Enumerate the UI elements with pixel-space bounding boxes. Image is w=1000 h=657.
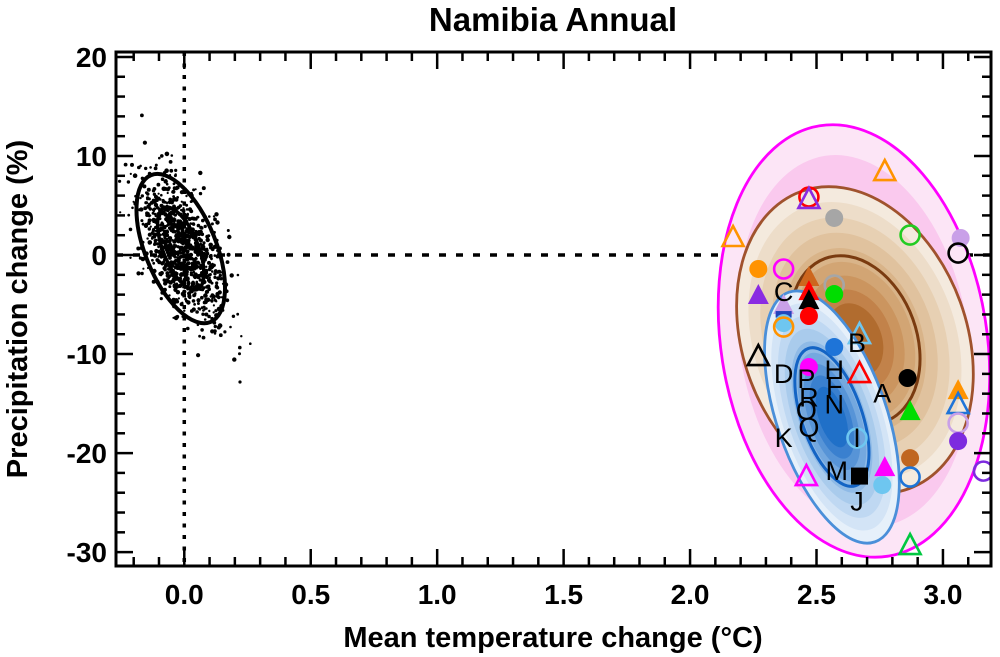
x-tick-label: 2.0	[671, 579, 710, 610]
chart-title: Namibia Annual	[429, 1, 677, 38]
marker-circle	[901, 449, 920, 468]
marker-circle	[873, 476, 892, 495]
x-tick-label: 0.0	[165, 579, 204, 610]
letter-A: A	[873, 379, 891, 409]
marker-triangle	[874, 456, 896, 477]
marker-circle	[749, 259, 768, 278]
x-tick-label: 1.5	[544, 579, 583, 610]
letter-F: F	[826, 372, 843, 402]
marker-circle-open	[772, 316, 795, 338]
marker-circle-open	[972, 460, 991, 482]
marker-circle	[825, 208, 844, 227]
marker-circle-open	[846, 427, 868, 449]
letter-C: C	[774, 277, 794, 307]
marker-triangle-open	[872, 157, 898, 182]
letter-O: O	[796, 396, 817, 426]
marker-circle-open	[947, 242, 969, 264]
x-tick-label: 1.0	[418, 579, 457, 610]
letter-Q: Q	[798, 412, 819, 442]
marker-triangle-open	[793, 462, 820, 487]
marker-circle	[799, 358, 818, 377]
letter-D: D	[774, 359, 794, 389]
marker-triangle-open	[846, 320, 873, 345]
marker-triangle-open	[846, 359, 873, 384]
x-axis-label: Mean temperature change (°C)	[343, 622, 762, 654]
y-tick-label: -20	[67, 438, 107, 469]
marker-square	[850, 467, 868, 485]
marker-triangle	[798, 266, 820, 287]
letter-R: R	[799, 383, 819, 413]
marker-triangle-open	[897, 531, 923, 556]
marker-triangle-open	[720, 223, 746, 248]
letter-B: B	[848, 328, 866, 358]
letter-P: P	[797, 364, 815, 394]
y-tick-label: -10	[67, 339, 107, 370]
y-tick-label: -30	[67, 537, 107, 568]
marker-circle-open	[772, 258, 795, 280]
letter-J: J	[850, 487, 864, 517]
marker-circle	[898, 369, 917, 388]
axes-layer: 0.0 0.5 1.0 1.5 2.0 2.5 3.0 20 10 0 -10 -20 -30	[67, 42, 993, 610]
x-tick-label: 2.5	[797, 579, 836, 610]
y-tick-label: 0	[91, 240, 107, 271]
y-tick-label: 20	[76, 42, 107, 73]
marker-triangle-open	[796, 185, 822, 210]
marker-circle-open	[899, 224, 921, 246]
letter-I: I	[853, 423, 861, 453]
x-tick-label: 0.5	[291, 579, 330, 610]
marker-triangle	[947, 379, 969, 400]
letter-N: N	[824, 390, 844, 420]
marker-triangle	[747, 284, 769, 305]
marker-circle-open	[899, 466, 921, 488]
control-sigma-ellipse	[155, 205, 206, 292]
y-tick-label: 10	[76, 141, 107, 172]
control-sigma-ellipse	[134, 171, 227, 326]
marker-triangle	[899, 400, 921, 421]
y-axis-label: Precipitation change (%)	[2, 140, 34, 478]
x-tick-label: 3.0	[923, 579, 962, 610]
marker-triangle	[773, 294, 795, 315]
plot-frame	[114, 50, 993, 568]
marker-circle	[825, 285, 844, 304]
marker-circle	[949, 432, 968, 451]
letter-H: H	[824, 355, 844, 385]
letter-K: K	[775, 423, 793, 453]
marker-triangle-open	[745, 342, 771, 367]
marker-circle	[799, 307, 818, 326]
control-scatter	[118, 113, 252, 384]
letter-M: M	[825, 456, 848, 486]
marker-circle	[825, 338, 844, 357]
marker-triangle	[798, 289, 820, 310]
